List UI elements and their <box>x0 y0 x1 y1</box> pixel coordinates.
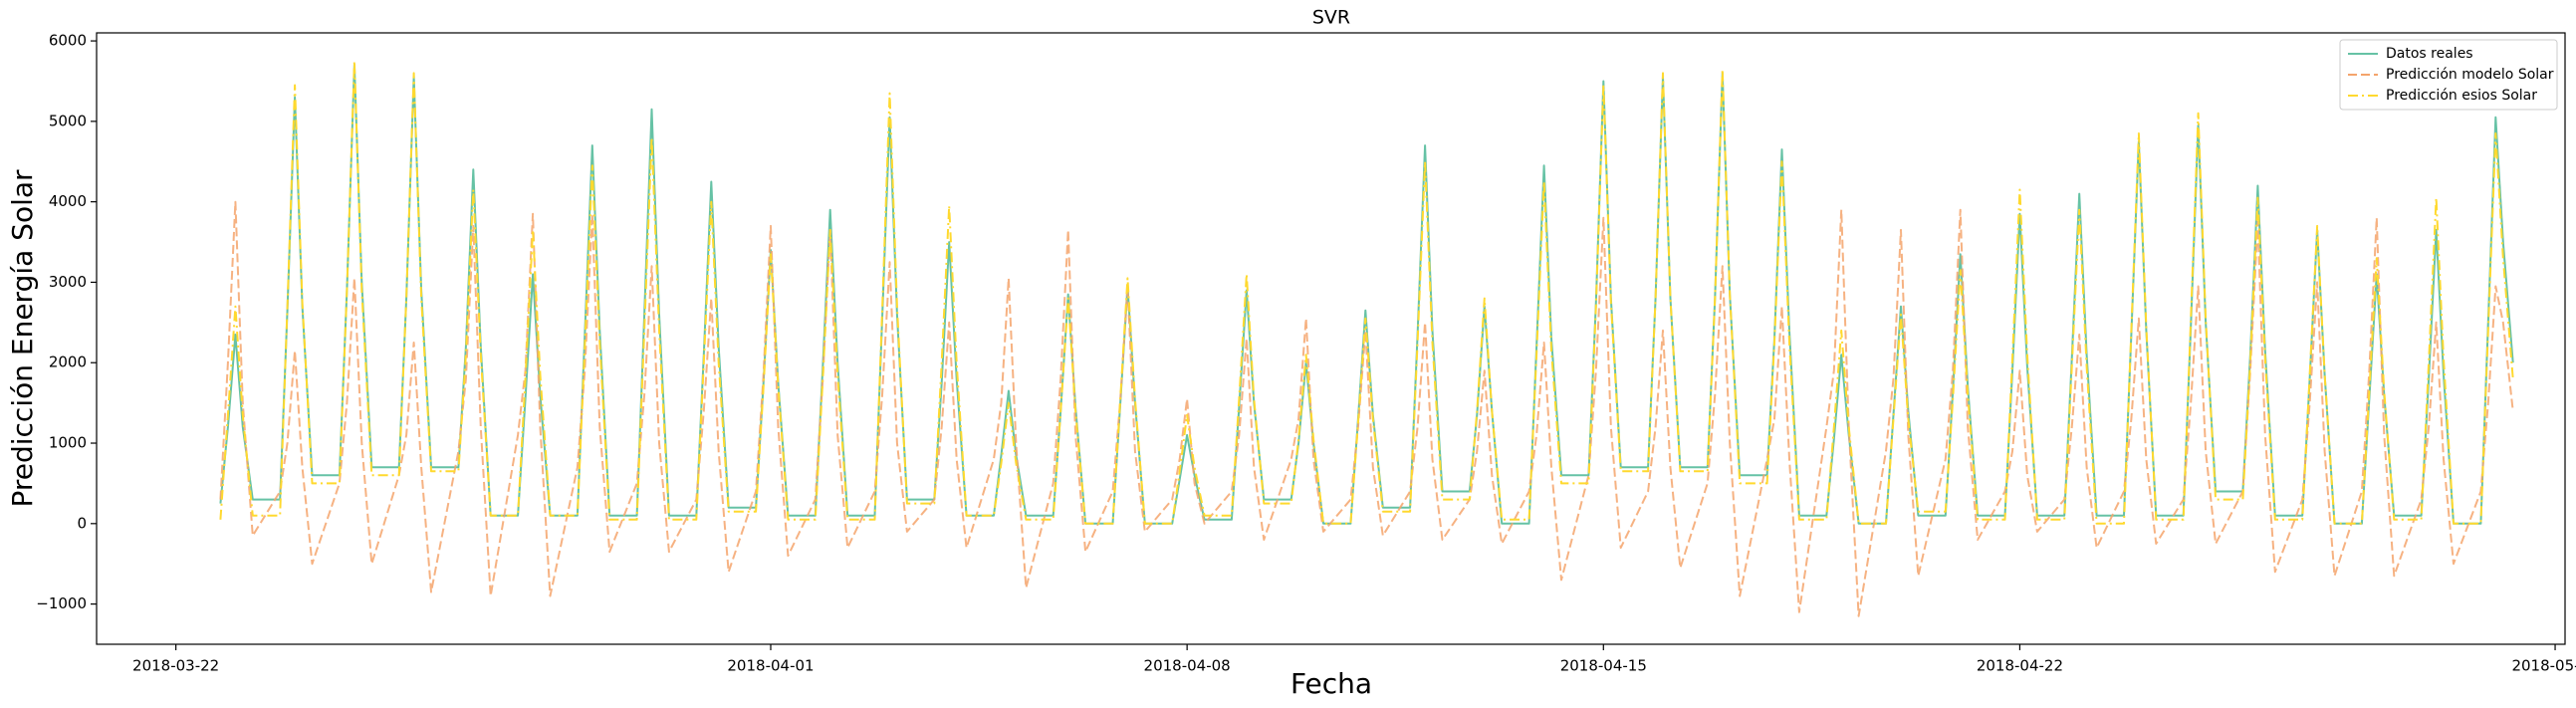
legend-label: Predicción esios Solar <box>2386 88 2537 104</box>
series-line <box>219 200 2514 617</box>
y-tick-label: 5000 <box>49 112 87 129</box>
y-tick-label: 2000 <box>49 354 87 371</box>
legend-label: Predicción modelo Solar <box>2386 67 2554 83</box>
y-axis-label: Predicción Energía Solar <box>6 169 39 508</box>
x-tick-label: 2018-04-01 <box>727 657 814 675</box>
chart-title: SVR <box>1312 7 1350 29</box>
x-tick-label: 2018-04-15 <box>1560 657 1647 675</box>
y-tick-label: 3000 <box>49 273 87 291</box>
series-line <box>219 64 2514 525</box>
x-tick-label: 2018-05-01 <box>2511 657 2576 675</box>
x-tick-label: 2018-04-22 <box>1977 657 2063 675</box>
legend-label: Datos reales <box>2386 46 2473 62</box>
y-tick-label: 4000 <box>49 192 87 210</box>
y-tick-label: −1000 <box>36 594 87 612</box>
x-tick-label: 2018-04-08 <box>1144 657 1231 675</box>
series-line <box>219 60 2514 525</box>
x-tick-label: 2018-03-22 <box>132 657 219 675</box>
y-tick-label: 0 <box>77 514 87 532</box>
x-axis-label: Fecha <box>1290 667 1372 700</box>
y-tick-label: 1000 <box>49 434 87 452</box>
plot-frame <box>96 32 2566 645</box>
legend-box <box>2339 39 2558 111</box>
y-tick-label: 6000 <box>49 32 87 50</box>
